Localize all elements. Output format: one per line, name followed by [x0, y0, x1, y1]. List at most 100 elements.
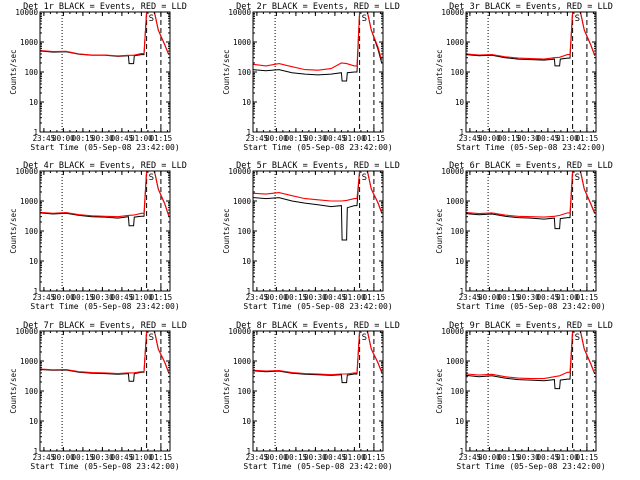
- y-tick-label: 10: [455, 417, 465, 426]
- series-line-lld: [40, 12, 170, 57]
- series-line-lld: [40, 171, 170, 218]
- x-tick-label: 00:45: [111, 293, 134, 302]
- plot-frame: [252, 330, 384, 452]
- y-axis-label: Counts/sec: [435, 368, 444, 413]
- x-tick-label: 01:15: [576, 293, 599, 302]
- x-tick-label: 01:15: [363, 293, 386, 302]
- x-tick-label: 00:00: [265, 293, 288, 302]
- y-tick-label: 1000: [446, 357, 465, 366]
- chart-title: Det 5r BLACK = Events, RED = LLD: [236, 161, 400, 171]
- y-tick-label: 1000: [233, 38, 252, 47]
- y-tick-label: 10: [29, 257, 39, 266]
- x-tick-label: 00:45: [324, 134, 347, 143]
- x-tick-label: 01:00: [556, 293, 579, 302]
- x-tick-label: 00:30: [91, 134, 114, 143]
- y-axis-label: Counts/sec: [9, 208, 18, 253]
- series-line-events: [40, 331, 170, 382]
- y-tick-label: 10: [242, 98, 252, 107]
- x-tick-label: 01:00: [130, 453, 153, 462]
- x-tick-label: 00:00: [478, 134, 501, 143]
- series-line-lld: [253, 171, 383, 213]
- y-axis-label: Counts/sec: [222, 208, 231, 253]
- x-tick-label: 23:45: [459, 453, 482, 462]
- y-tick-label: 10000: [441, 167, 464, 176]
- x-tick-label: 23:45: [246, 134, 269, 143]
- x-tick-label: 00:45: [537, 134, 560, 143]
- chart-panel-9: Det 9r BLACK = Events, RED = LLD S 1 10 100 1…: [435, 321, 613, 471]
- y-tick-label: 10000: [15, 8, 38, 17]
- x-tick-label: 00:15: [72, 134, 95, 143]
- flare-marker-label: S: [575, 333, 580, 343]
- x-tick-label: 00:15: [285, 134, 308, 143]
- chart-panel-7: Det 7r BLACK = Events, RED = LLD S 1 10 100 1…: [9, 321, 187, 471]
- x-tick-label: 01:15: [576, 453, 599, 462]
- x-tick-label: 01:00: [130, 293, 153, 302]
- series-group: [40, 331, 170, 382]
- y-tick-label: 1: [246, 447, 251, 456]
- flare-marker-label: S: [362, 333, 367, 343]
- y-tick-label: 10: [455, 257, 465, 266]
- x-tick-label: 00:30: [304, 293, 327, 302]
- series-group: [40, 171, 170, 227]
- x-tick-label: 23:45: [33, 293, 56, 302]
- y-tick-label: 1: [246, 287, 251, 296]
- y-tick-label: 100: [24, 68, 38, 77]
- y-tick-label: 100: [450, 387, 464, 396]
- y-tick-label: 100: [24, 227, 38, 236]
- chart-title: Det 6r BLACK = Events, RED = LLD: [449, 161, 613, 171]
- x-tick-label: 00:45: [324, 453, 347, 462]
- x-tick-label: 00:15: [285, 293, 308, 302]
- series-group: [466, 331, 596, 390]
- x-tick-label: 01:00: [343, 453, 366, 462]
- plot-frame: [252, 170, 384, 292]
- series-line-events: [253, 331, 383, 384]
- x-axis-label: Start Time (05-Sep-08 23:42:00): [456, 302, 605, 311]
- x-tick-label: 01:00: [556, 134, 579, 143]
- y-tick-label: 1: [33, 287, 38, 296]
- series-line-events: [466, 331, 596, 390]
- x-tick-label: 00:30: [517, 293, 540, 302]
- y-tick-label: 1000: [233, 357, 252, 366]
- series-group: [253, 171, 383, 241]
- x-axis-label: Start Time (05-Sep-08 23:42:00): [243, 143, 392, 152]
- series-group: [466, 12, 596, 67]
- x-tick-label: 00:00: [52, 453, 75, 462]
- series-line-events: [253, 171, 383, 241]
- y-tick-label: 1: [459, 287, 464, 296]
- chart-title: Det 9r BLACK = Events, RED = LLD: [449, 321, 613, 331]
- x-tick-label: 00:45: [111, 453, 134, 462]
- x-tick-label: 00:45: [537, 293, 560, 302]
- x-tick-label: 00:00: [478, 293, 501, 302]
- plot-frame: [465, 330, 597, 452]
- x-tick-label: 00:30: [91, 293, 114, 302]
- plot-frame: [39, 11, 171, 133]
- x-tick-label: 00:30: [517, 453, 540, 462]
- y-tick-label: 100: [450, 68, 464, 77]
- x-tick-label: 01:15: [576, 134, 599, 143]
- series-line-lld: [253, 331, 383, 376]
- flare-marker-label: S: [575, 14, 580, 24]
- series-group: [40, 12, 170, 65]
- plot-frame: [39, 170, 171, 292]
- x-tick-label: 23:45: [459, 293, 482, 302]
- x-tick-label: 23:45: [33, 134, 56, 143]
- y-tick-label: 1000: [446, 197, 465, 206]
- y-tick-label: 1000: [233, 197, 252, 206]
- x-tick-label: 00:45: [537, 453, 560, 462]
- x-axis-label: Start Time (05-Sep-08 23:42:00): [243, 462, 392, 471]
- y-tick-label: 1000: [20, 197, 39, 206]
- y-axis-label: Counts/sec: [222, 368, 231, 413]
- x-tick-label: 23:45: [246, 293, 269, 302]
- y-tick-label: 10000: [228, 167, 251, 176]
- y-tick-label: 100: [237, 387, 251, 396]
- chart-title: Det 4r BLACK = Events, RED = LLD: [23, 161, 187, 171]
- y-tick-label: 10: [242, 417, 252, 426]
- y-tick-label: 10: [29, 98, 39, 107]
- series-line-lld: [466, 171, 596, 218]
- chart-title: Det 2r BLACK = Events, RED = LLD: [236, 2, 400, 12]
- x-tick-label: 00:45: [111, 134, 134, 143]
- x-tick-label: 00:00: [52, 134, 75, 143]
- x-tick-label: 01:00: [343, 293, 366, 302]
- flare-marker-label: S: [149, 14, 154, 24]
- series-line-lld: [466, 12, 596, 60]
